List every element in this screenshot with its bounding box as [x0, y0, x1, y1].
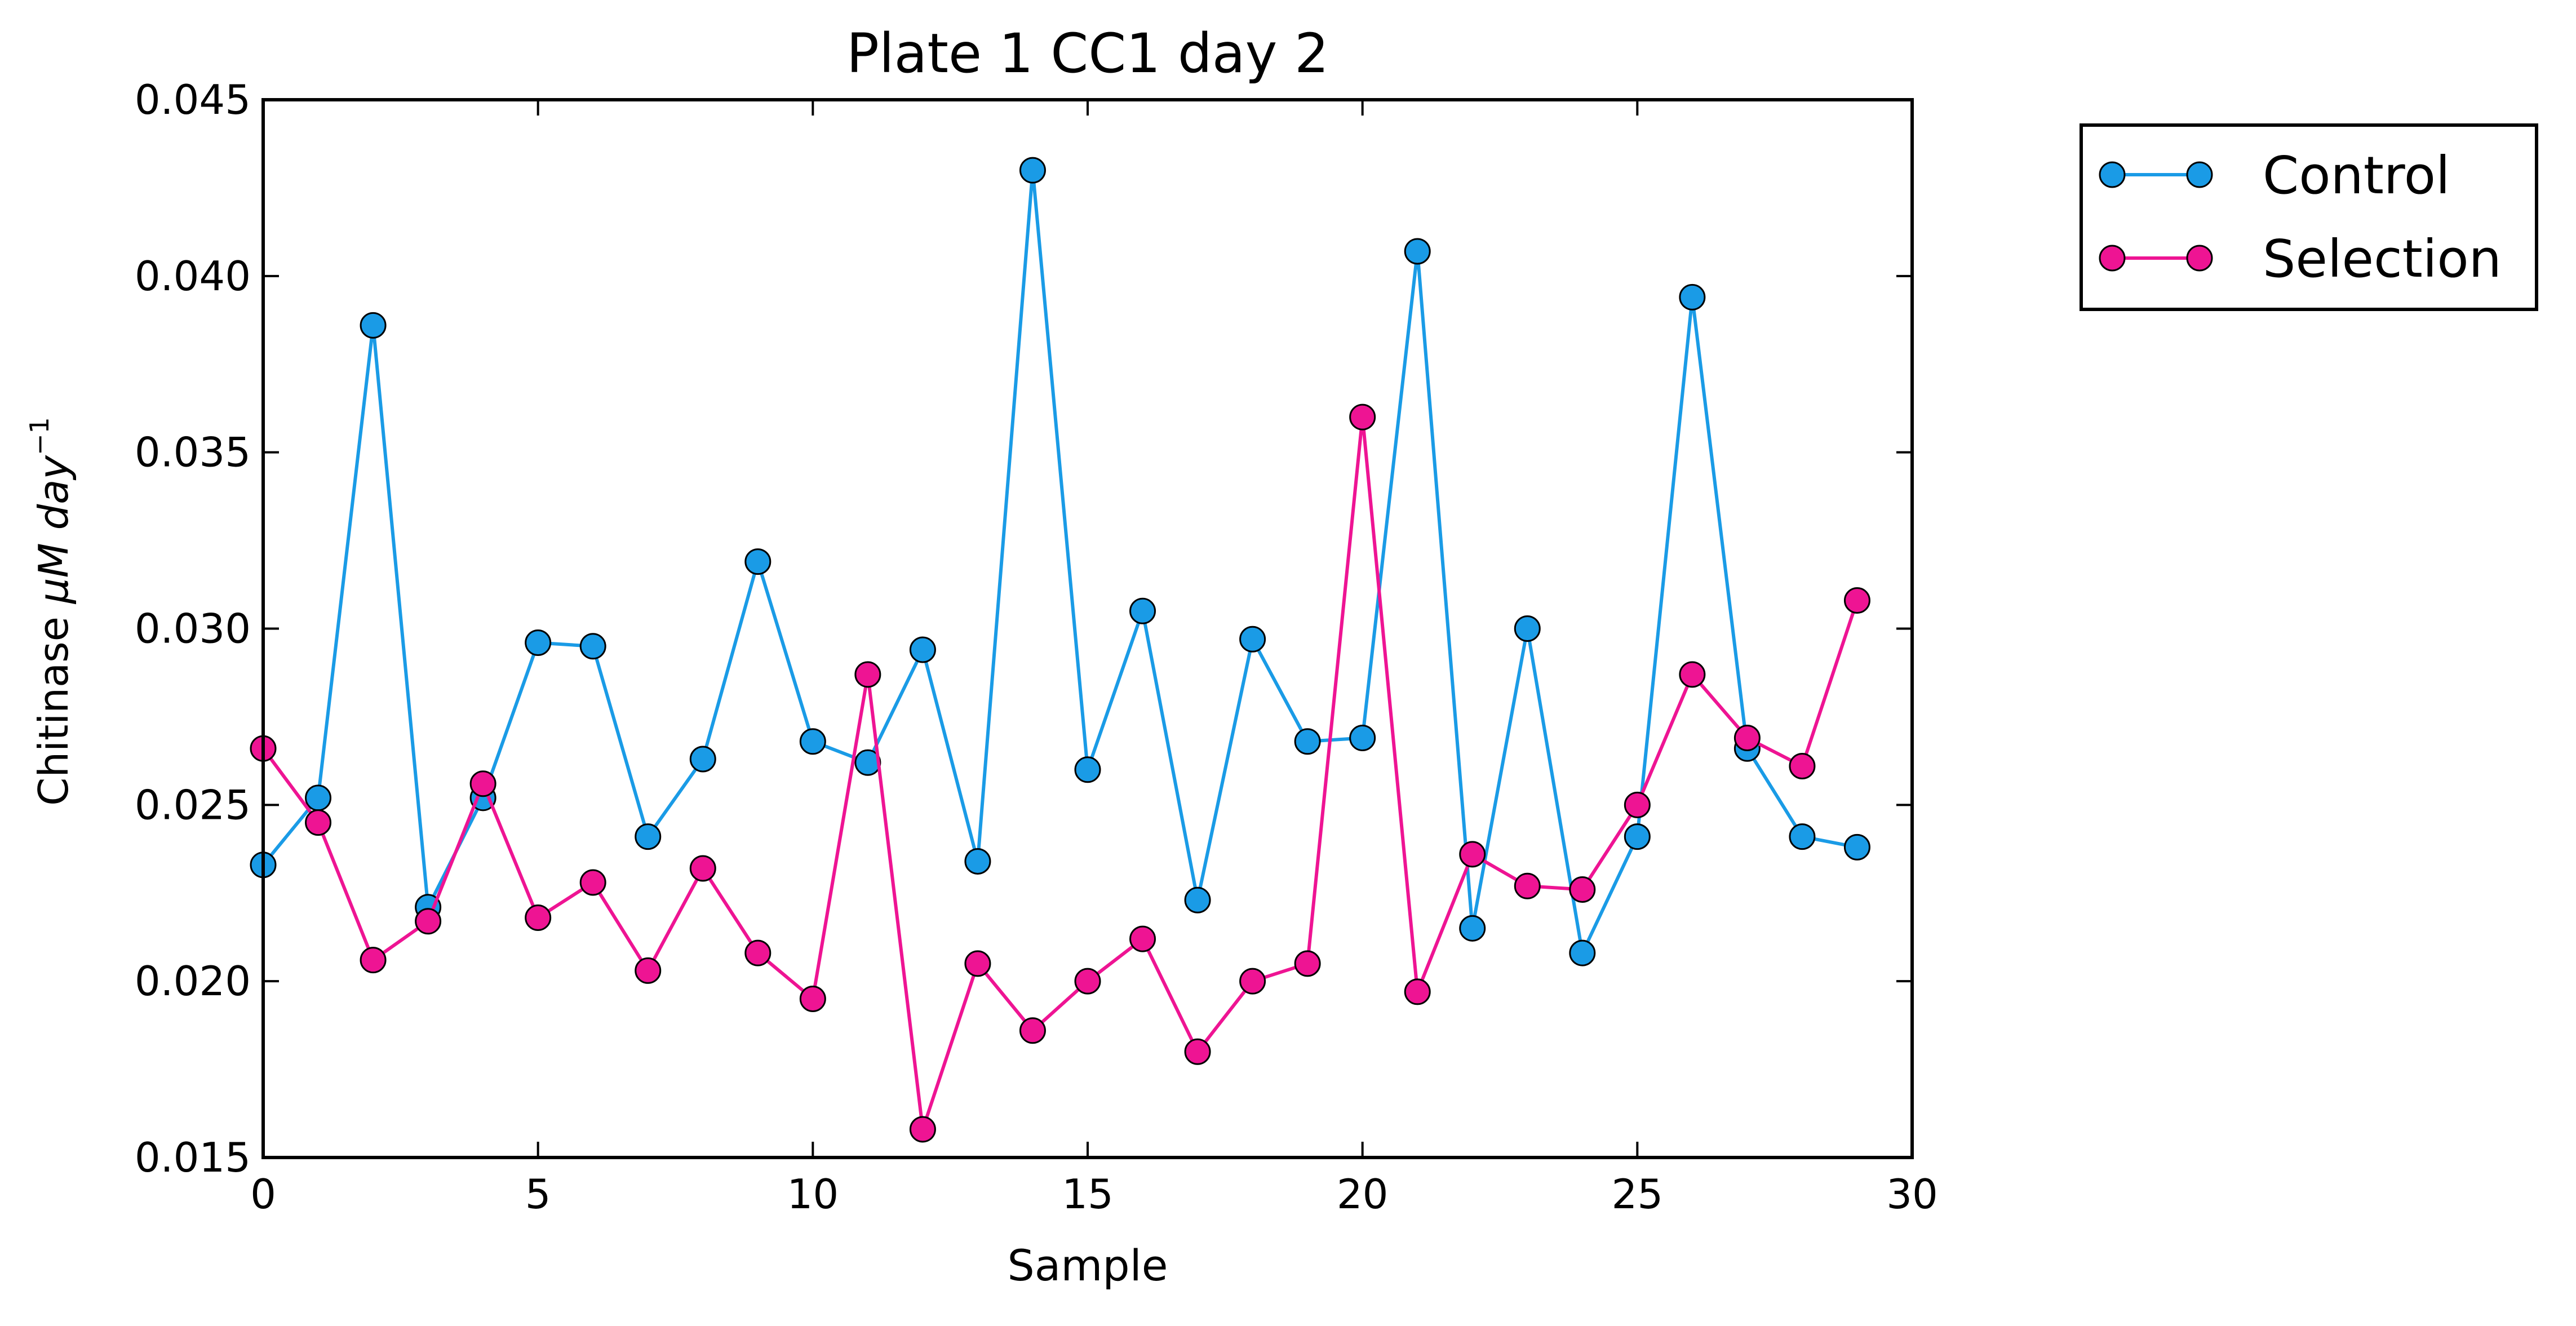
selection-point [1294, 950, 1321, 977]
selection-point [525, 904, 552, 932]
selection-point [305, 809, 332, 836]
control-point [1404, 238, 1431, 265]
selection-point [1733, 724, 1761, 751]
x-tick-label: 25 [1612, 1170, 1664, 1218]
y-axis-label: Chitinase μM day−1 [24, 417, 77, 806]
control-point [360, 312, 387, 339]
selection-point [799, 985, 826, 1012]
selection-point [1074, 968, 1101, 995]
control-point [525, 629, 552, 657]
svg-text:Chitinase μM day−1: Chitinase μM day−1 [24, 417, 77, 806]
x-tick-label: 0 [250, 1170, 276, 1218]
legend-marker-selection [2186, 245, 2213, 272]
y-tick-label: 0.030 [135, 605, 251, 653]
y-tick-label: 0.025 [135, 781, 251, 828]
y-tick-label: 0.020 [135, 957, 251, 1005]
plot-frame [261, 98, 1914, 1159]
selection-point [415, 908, 442, 935]
y-axis-label-prefix: Chitinase [30, 604, 77, 806]
legend-marker-selection [2099, 245, 2126, 272]
selection-point [360, 947, 387, 974]
control-point [579, 633, 606, 660]
selection-point [469, 770, 496, 797]
legend-label-control: Control [2263, 145, 2450, 206]
x-axis-label: Sample [1008, 1240, 1168, 1290]
control-point [1294, 728, 1321, 755]
y-tick-label: 0.015 [135, 1134, 251, 1181]
x-tick-label: 30 [1886, 1170, 1938, 1218]
legend-marker-control [2099, 161, 2126, 188]
selection-point [1624, 791, 1651, 818]
ticks: 0 5 10 15 20 25 30 0.015 0.020 0.025 0.030 0.035 0.0… [135, 76, 1938, 1218]
legend-label-selection: Selection [2263, 229, 2502, 289]
selection-point [909, 1116, 936, 1143]
control-point [1184, 886, 1211, 913]
control-point [305, 784, 332, 811]
selection-point [1239, 968, 1266, 995]
control-point [1239, 626, 1266, 653]
series-layer [250, 157, 1870, 1143]
control-point [635, 823, 662, 850]
control-point [689, 746, 716, 773]
control-line [261, 170, 1858, 959]
y-tick-label: 0.035 [135, 429, 251, 476]
control-point [909, 636, 936, 663]
selection-point [744, 939, 772, 966]
control-point [1843, 833, 1870, 861]
control-point [1569, 939, 1596, 966]
selection-point [1404, 978, 1431, 1005]
selection-point [1459, 841, 1486, 868]
chart-title: Plate 1 CC1 day 2 [846, 22, 1329, 85]
selection-point [1679, 661, 1706, 688]
y-tick-label: 0.045 [135, 76, 251, 123]
control-point [744, 548, 772, 575]
legend-box [2080, 123, 2538, 311]
control-point [1514, 615, 1541, 642]
x-tick-label: 10 [787, 1170, 839, 1218]
legend-marker-control [2186, 161, 2213, 188]
selection-point [1184, 1038, 1211, 1065]
control-point [1349, 724, 1376, 751]
selection-point [689, 855, 716, 882]
control-point [1074, 756, 1101, 783]
selection-point [635, 957, 662, 984]
selection-point [1569, 876, 1596, 903]
control-point [854, 749, 881, 776]
selection-point [1789, 753, 1816, 780]
control-point [964, 848, 991, 875]
control-point [1019, 157, 1046, 184]
legend: Control Selection [2080, 123, 2538, 311]
selection-point [1349, 403, 1376, 431]
control-point [1679, 283, 1706, 311]
selection-point [1019, 1017, 1046, 1044]
control-point [1624, 823, 1651, 850]
x-tick-label: 20 [1337, 1170, 1389, 1218]
x-tick-label: 5 [525, 1170, 551, 1218]
y-axis-label-math: μM day [30, 455, 77, 605]
control-point [1789, 823, 1816, 850]
control-point [799, 728, 826, 755]
control-point [1459, 915, 1486, 942]
x-tick-label: 15 [1062, 1170, 1114, 1218]
control-point [1129, 597, 1156, 624]
selection-point [854, 661, 881, 688]
selection-point [1129, 925, 1156, 952]
selection-point [1514, 872, 1541, 899]
y-tick-label: 0.040 [135, 252, 251, 300]
selection-point [964, 950, 991, 977]
y-axis-label-superscript: −1 [24, 417, 55, 455]
selection-line [261, 416, 1859, 1130]
selection-point [579, 869, 606, 896]
selection-point [1843, 587, 1870, 614]
